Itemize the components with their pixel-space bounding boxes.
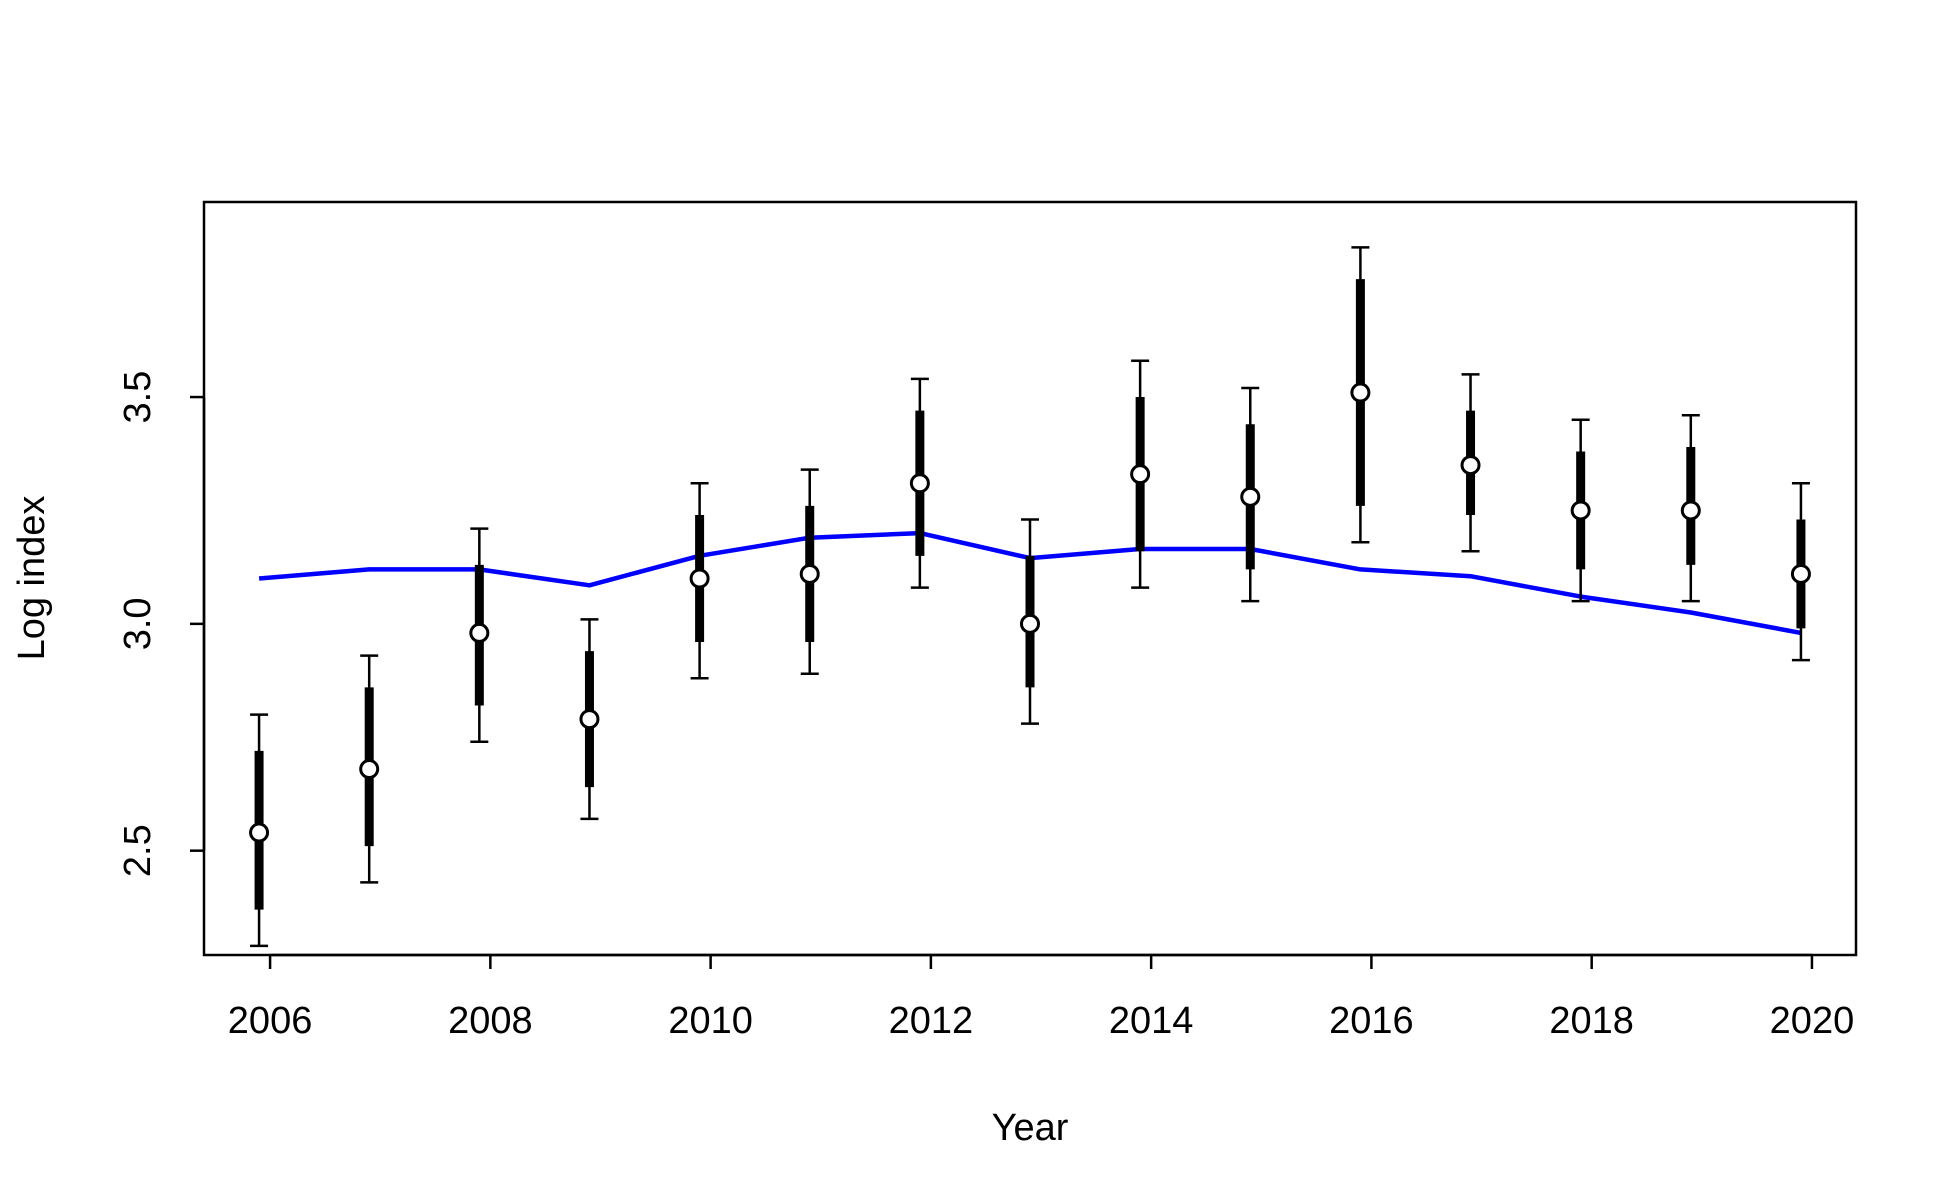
data-point — [1680, 500, 1701, 521]
observation-point — [909, 377, 930, 589]
data-point — [1460, 455, 1481, 476]
x-tick-label: 2010 — [668, 1000, 753, 1042]
data-point — [1350, 382, 1371, 403]
x-tick-label: 2014 — [1109, 1000, 1194, 1042]
observation-point — [249, 713, 270, 948]
observation-point — [469, 527, 490, 744]
observed-points-layer — [249, 246, 1811, 948]
data-point — [1020, 613, 1040, 634]
x-tick-label: 2016 — [1329, 1000, 1414, 1042]
data-point — [1240, 486, 1261, 507]
y-axis: 2.5 3.0 3.5 — [117, 371, 206, 877]
data-point — [1570, 500, 1591, 521]
observation-point — [1240, 386, 1261, 603]
data-point — [689, 568, 710, 589]
data-point — [1130, 464, 1151, 485]
observation-point — [1570, 418, 1591, 603]
observation-point — [1130, 359, 1151, 589]
data-point — [579, 709, 600, 730]
x-tick-label: 2020 — [1770, 1000, 1855, 1042]
x-tick-label: 2018 — [1549, 1000, 1634, 1042]
observation-point — [1680, 413, 1701, 603]
observation-point — [1460, 373, 1481, 553]
observation-point — [359, 654, 380, 884]
observation-point — [1790, 481, 1811, 662]
data-point — [469, 622, 490, 643]
x-tick-label: 2008 — [448, 1000, 533, 1042]
x-tick-label: 2012 — [889, 1000, 974, 1042]
x-axis: 2006 2008 2010 2012 2014 2016 2018 2020 — [228, 953, 1855, 1042]
y-tick-label: 3.0 — [117, 597, 159, 650]
x-tick-label: 2006 — [228, 1000, 313, 1042]
x-axis-label: Year — [992, 1107, 1069, 1149]
observation-point — [1020, 518, 1040, 725]
data-point — [799, 563, 820, 584]
data-point — [1790, 563, 1811, 584]
y-tick-label: 3.5 — [117, 371, 159, 424]
observation-point — [799, 468, 820, 676]
data-point — [249, 822, 270, 843]
observation-point — [579, 618, 600, 821]
data-point — [359, 759, 380, 780]
data-point — [909, 473, 930, 494]
observation-point — [1350, 246, 1371, 544]
y-axis-label: Log index — [11, 496, 53, 661]
y-tick-label: 2.5 — [117, 824, 159, 877]
observation-point — [689, 481, 710, 680]
